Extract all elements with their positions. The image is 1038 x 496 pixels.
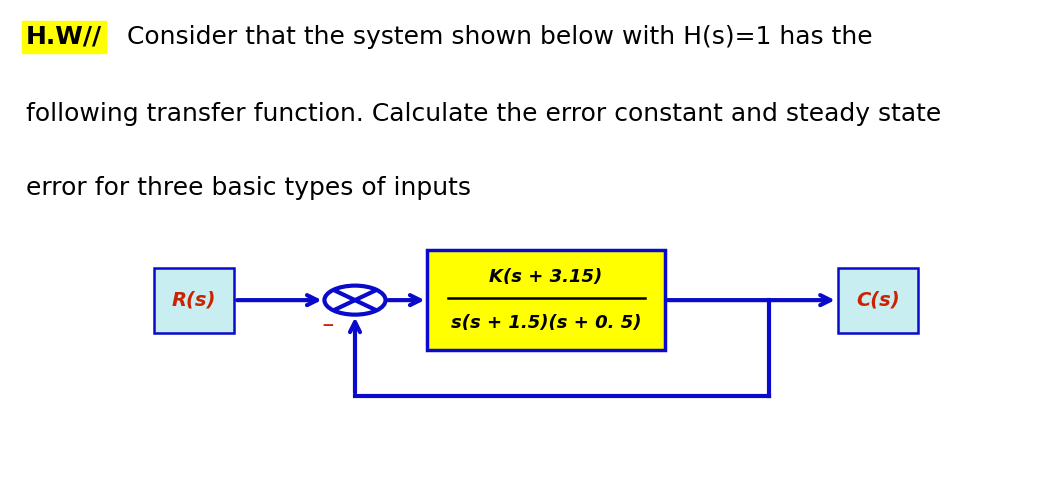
- Text: following transfer function. Calculate the error constant and steady state: following transfer function. Calculate t…: [26, 102, 941, 125]
- Bar: [154, 268, 235, 333]
- Text: K(s + 3.15): K(s + 3.15): [490, 268, 603, 286]
- Text: −: −: [322, 318, 334, 333]
- Text: error for three basic types of inputs: error for three basic types of inputs: [26, 176, 471, 200]
- Text: C(s): C(s): [856, 291, 900, 310]
- Bar: [838, 268, 919, 333]
- Text: s(s + 1.5)(s + 0. 5): s(s + 1.5)(s + 0. 5): [450, 314, 641, 332]
- Text: R(s): R(s): [172, 291, 216, 310]
- Text: H.W//: H.W//: [26, 25, 102, 49]
- Text: Consider that the system shown below with H(s)=1 has the: Consider that the system shown below wit…: [119, 25, 873, 49]
- Bar: [428, 250, 664, 350]
